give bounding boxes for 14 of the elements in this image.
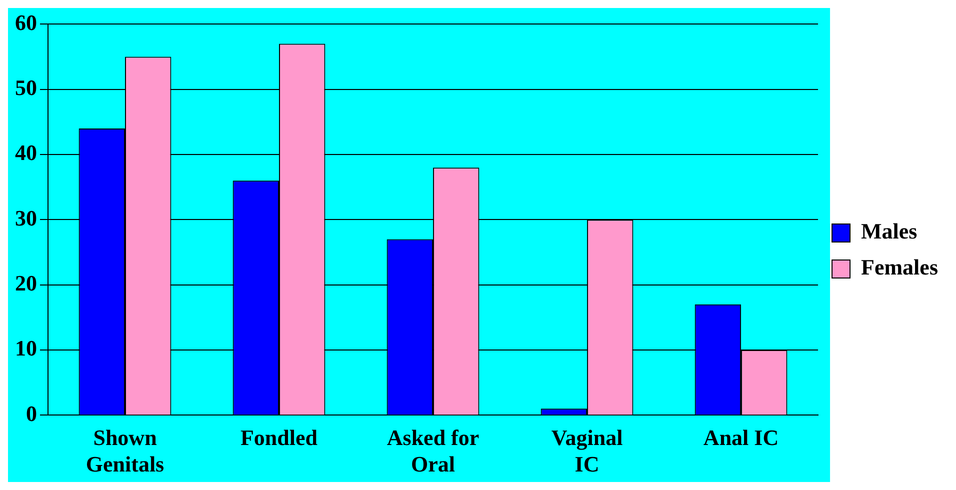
y-tick-label: 60: [15, 10, 37, 35]
y-tick-label: 50: [15, 75, 37, 100]
legend-label: Females: [861, 254, 938, 280]
y-tick-label: 40: [15, 140, 37, 166]
x-tick-label: Shown Genitals: [86, 425, 165, 476]
x-tick-label: Anal IC: [703, 425, 779, 450]
x-tick-label: Fondled: [240, 425, 318, 450]
x-tick-label: Vaginal IC: [551, 425, 623, 476]
y-tick-label: 10: [15, 336, 37, 361]
y-tick-label: 20: [15, 270, 37, 296]
legend-label: Males: [861, 218, 918, 244]
y-tick-label: 30: [15, 205, 37, 230]
x-tick-label: Asked for Oral: [386, 425, 480, 476]
y-tick-label: 0: [26, 400, 37, 426]
